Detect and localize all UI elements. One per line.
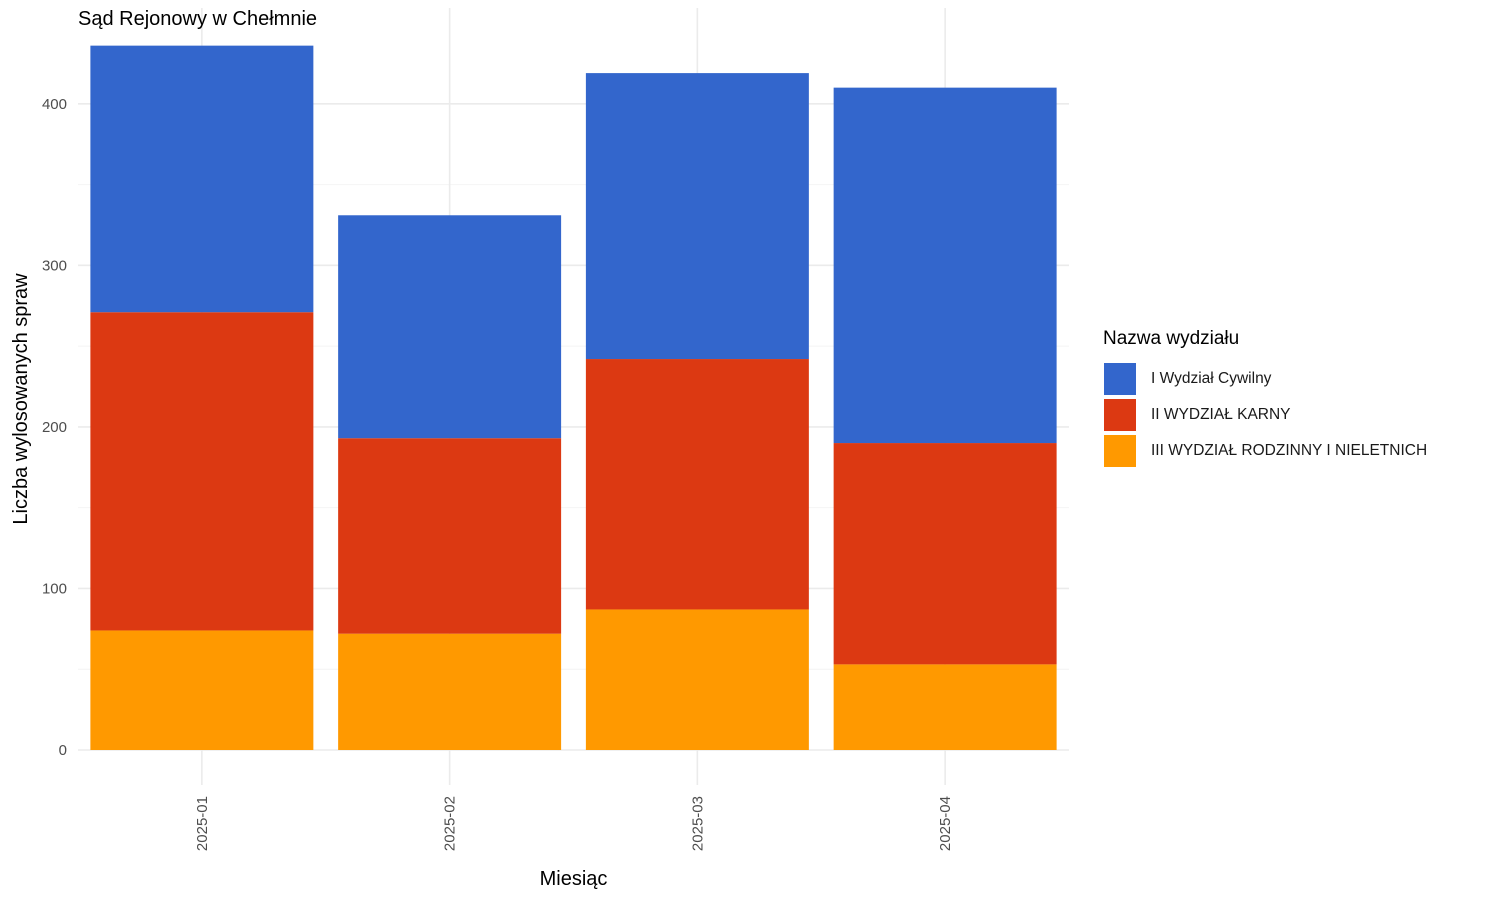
y-tick-label: 100 (42, 580, 67, 597)
bar-segment (338, 633, 562, 750)
legend-label: I Wydział Cywilny (1151, 370, 1272, 387)
legend-label: III WYDZIAŁ RODZINNY I NIELETNICH (1151, 442, 1428, 459)
y-tick-label: 200 (42, 419, 67, 436)
legend: Nazwa wydziału I Wydział Cywilny II WYDZI… (1103, 328, 1427, 469)
chart-title: Sąd Rejonowy w Chełmnie (78, 8, 318, 30)
bar-segment (833, 443, 1057, 665)
bar-segment (338, 438, 562, 634)
bar-segment (338, 215, 562, 439)
legend-item: I Wydział Cywilny (1103, 361, 1427, 397)
legend-key (1103, 398, 1137, 432)
bar-segment (90, 312, 314, 631)
bar-segment (833, 664, 1057, 750)
bar-segment (90, 45, 314, 313)
y-tick-label: 0 (59, 742, 67, 759)
y-axis-title: Liczba wylosowanych spraw (10, 273, 32, 525)
y-tick-label: 300 (42, 257, 67, 274)
y-tick-label: 400 (42, 96, 67, 113)
legend-key (1103, 434, 1137, 468)
legend-title: Nazwa wydziału (1103, 328, 1240, 349)
x-tick-label: 2025-04 (937, 796, 954, 851)
bar-segment (585, 609, 809, 750)
x-axis-title: Miesiąc (540, 868, 608, 890)
bar-segment (833, 87, 1057, 444)
legend-item: III WYDZIAŁ RODZINNY I NIELETNICH (1103, 433, 1427, 469)
x-tick-label: 2025-01 (194, 796, 211, 851)
legend-item: II WYDZIAŁ KARNY (1103, 397, 1427, 433)
bar-segment (90, 630, 314, 750)
legend-key (1103, 362, 1137, 396)
bar-segment (585, 359, 809, 610)
x-tick-label: 2025-02 (442, 796, 459, 851)
bar-segment (585, 73, 809, 360)
legend-label: II WYDZIAŁ KARNY (1151, 406, 1291, 423)
x-tick-label: 2025-03 (689, 796, 706, 851)
legend-items: I Wydział Cywilny II WYDZIAŁ KARNY III WYD… (1103, 361, 1427, 469)
